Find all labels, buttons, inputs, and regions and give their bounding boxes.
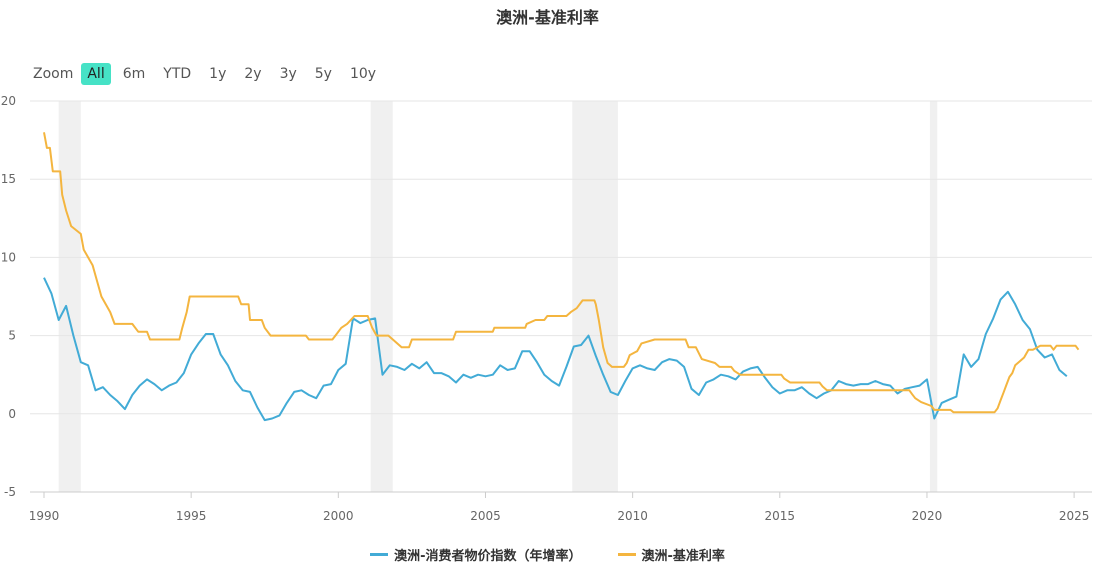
y-tick-label: 0 <box>8 407 16 421</box>
legend-label-cpi: 澳洲-消费者物价指数（年增率） <box>394 549 582 564</box>
legend-item-cpi[interactable]: 澳洲-消费者物价指数（年增率） <box>370 545 582 564</box>
zoom-6m-button[interactable]: 6m <box>122 66 146 82</box>
x-tick-label: 2010 <box>617 509 648 523</box>
zoom-ytd-button[interactable]: YTD <box>163 66 192 82</box>
legend: 澳洲-消费者物价指数（年增率） 澳洲-基准利率 <box>0 545 1095 564</box>
zoom-5y-button[interactable]: 5y <box>314 66 332 82</box>
legend-label-rate: 澳洲-基准利率 <box>641 549 725 564</box>
legend-item-rate[interactable]: 澳洲-基准利率 <box>617 545 725 564</box>
zoom-label: Zoom <box>33 66 74 82</box>
zoom-1y-button[interactable]: 1y <box>209 66 227 82</box>
shaded-period-3 <box>929 101 938 492</box>
y-tick-label: -5 <box>4 485 16 499</box>
x-tick-label: 2015 <box>765 509 796 523</box>
y-tick-label: 20 <box>1 94 16 108</box>
x-tick-label: 1990 <box>29 509 60 523</box>
chart-title: 澳洲-基准利率 <box>496 8 599 27</box>
zoom-2y-button[interactable]: 2y <box>244 66 262 82</box>
shaded-period-1 <box>370 101 393 492</box>
x-tick-label: 2000 <box>323 509 354 523</box>
zoom-all-button[interactable]: All <box>81 63 111 85</box>
shaded-period-0 <box>58 101 81 492</box>
zoom-3y-button[interactable]: 3y <box>279 66 297 82</box>
y-tick-label: 15 <box>1 172 16 186</box>
x-tick-label: 2020 <box>912 509 943 523</box>
shaded-period-2 <box>572 101 618 492</box>
series-line-1 <box>43 132 1080 414</box>
zoom-10y-button[interactable]: 10y <box>349 66 377 82</box>
y-tick-label: 10 <box>1 250 16 264</box>
zoom-bar: Zoom All 6m YTD 1y 2y 3y 5y 10y <box>33 62 388 86</box>
x-tick-label: 1995 <box>176 509 207 523</box>
legend-swatch-cpi <box>370 553 389 556</box>
x-tick-label: 2005 <box>470 509 501 523</box>
legend-swatch-rate <box>617 553 636 556</box>
series-line-0 <box>43 277 1068 422</box>
x-tick-label: 2025 <box>1059 509 1090 523</box>
y-tick-label: 5 <box>8 329 16 343</box>
